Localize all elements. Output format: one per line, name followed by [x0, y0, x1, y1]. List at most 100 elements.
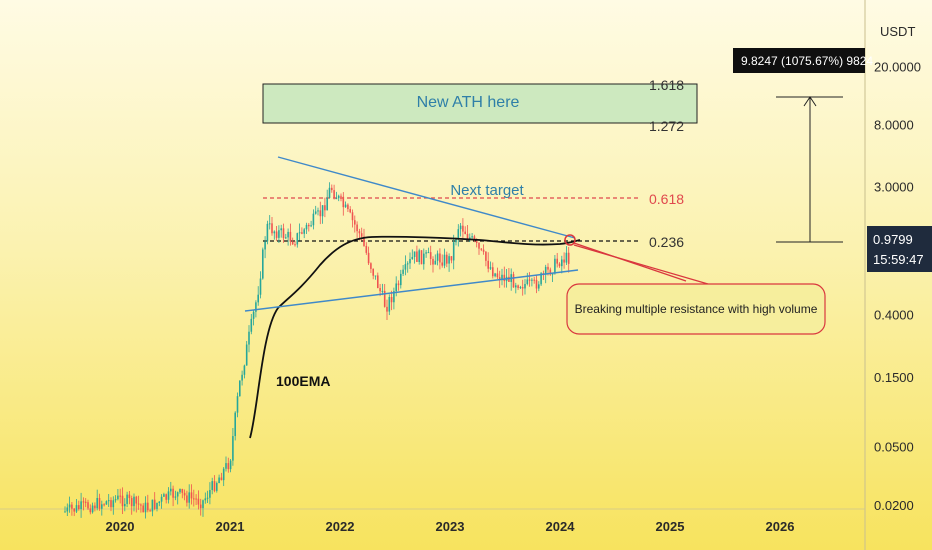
candle-body [333, 190, 335, 199]
candle-body [278, 230, 280, 238]
candle-body [381, 290, 384, 292]
candle-body [287, 231, 289, 238]
candle-body [87, 502, 89, 509]
candle-body [508, 276, 510, 282]
candle-body [521, 287, 524, 289]
candle-body [114, 499, 117, 501]
candle-body [434, 260, 437, 265]
candle-body [441, 262, 443, 266]
candle-body [98, 497, 101, 509]
candle-body [137, 503, 140, 505]
candle-body [96, 497, 98, 509]
candle-body [239, 380, 241, 397]
candle-body [436, 253, 439, 261]
callout-box[interactable] [566, 283, 826, 335]
candle-body [450, 256, 453, 261]
candle-body [429, 252, 432, 259]
candle-body [347, 204, 349, 210]
upper-trendline[interactable] [277, 156, 576, 239]
candle-body [257, 294, 259, 303]
candle-body [103, 504, 105, 506]
y-tick-label: 0.4000 [874, 308, 914, 323]
candle-body [147, 502, 149, 511]
x-tick-label: 2024 [546, 519, 576, 534]
callout-pointer-2 [573, 244, 709, 285]
candle-body [372, 268, 374, 276]
candle-body [354, 220, 356, 225]
fib-label-0236: 0.236 [649, 234, 684, 250]
candle-body [494, 273, 496, 277]
candle-body [110, 500, 112, 508]
candle-body [266, 223, 269, 242]
candle-body [448, 256, 450, 264]
candle-body [402, 269, 404, 274]
candle-body [356, 224, 358, 232]
candle-body [443, 254, 446, 266]
candle-body [335, 198, 338, 200]
candle-body [124, 503, 126, 507]
candle-body [172, 488, 174, 498]
countdown: 15:59:47 [873, 252, 924, 267]
callout-pointer-1 [573, 242, 687, 282]
candle-body [303, 229, 305, 234]
candle-body [275, 231, 278, 238]
candle-body [252, 311, 255, 319]
candle-body [151, 499, 154, 512]
candle-body [482, 249, 485, 252]
price-badge [867, 226, 932, 272]
candle-body [377, 275, 379, 289]
candle-body [459, 225, 462, 230]
candle-body [489, 267, 492, 269]
candle-body [229, 460, 232, 470]
candle-body [153, 499, 156, 509]
measure-badge [733, 48, 865, 73]
candle-body [193, 498, 195, 500]
candle-body [388, 297, 391, 312]
candle-body [211, 481, 213, 491]
candle-body [298, 232, 301, 234]
candle-body [197, 498, 200, 505]
candle-body [342, 196, 345, 208]
ath-target-box[interactable] [262, 83, 698, 124]
candle-body [273, 231, 276, 234]
candle-body [312, 213, 315, 226]
candle-body [183, 492, 186, 496]
candle-body [167, 491, 170, 500]
candle-body [94, 505, 96, 509]
candle-body [112, 500, 115, 508]
candle-body [213, 481, 216, 491]
candle-body [301, 232, 303, 234]
candle-body [245, 344, 248, 366]
candle-body [475, 240, 478, 243]
candle-body [149, 510, 151, 512]
candle-body [80, 501, 82, 510]
candle-body [363, 236, 365, 246]
y-tick-label: 8.0000 [874, 117, 914, 132]
candle-body [337, 195, 340, 199]
candle-body [360, 233, 363, 237]
candles [64, 182, 570, 519]
breakout-marker[interactable] [564, 234, 576, 246]
candle-body [179, 489, 181, 493]
candle-body [259, 278, 262, 295]
candle-body [411, 256, 414, 260]
candle-body [432, 258, 434, 265]
candle-body [84, 501, 87, 503]
y-tick-label: 3.0000 [874, 180, 914, 195]
candle-body [326, 197, 328, 211]
candle-body [515, 285, 517, 288]
candle-body [317, 210, 319, 212]
candle-body [517, 285, 519, 288]
candle-body [471, 236, 473, 238]
candle-body [395, 283, 397, 292]
candle-body [485, 251, 487, 261]
candle-body [305, 224, 308, 230]
candle-body [549, 269, 552, 275]
ema-100-line[interactable] [249, 235, 581, 439]
lower-trendline[interactable] [244, 269, 579, 312]
candle-body [218, 477, 220, 484]
candle-body [130, 498, 133, 507]
candle-body [296, 233, 299, 245]
candle-body [268, 223, 271, 225]
